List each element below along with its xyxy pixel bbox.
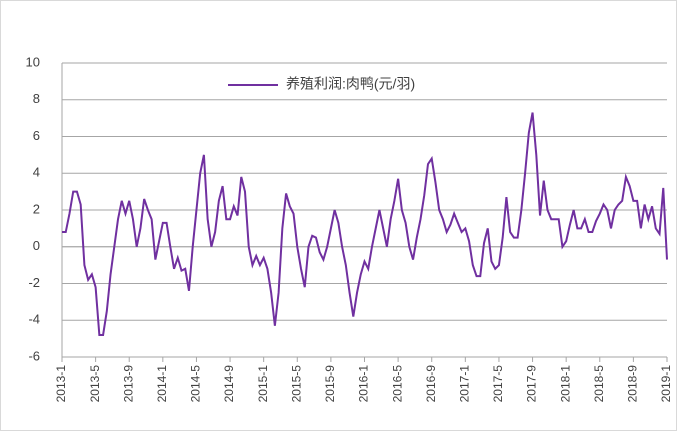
x-tick-label: 2018-5 xyxy=(592,365,606,403)
x-tick-label: 2019-1 xyxy=(659,365,673,403)
x-tick-label: 2014-9 xyxy=(222,365,236,403)
y-tick-label: -6 xyxy=(28,348,40,363)
x-tick-label: 2016-1 xyxy=(357,365,371,403)
y-tick-label: -2 xyxy=(28,275,40,290)
legend-label: 养殖利润:肉鸭(元/羽) xyxy=(286,76,415,92)
y-tick-label: 2 xyxy=(33,201,40,216)
x-tick-label: 2014-1 xyxy=(155,365,169,403)
x-tick-label: 2014-5 xyxy=(189,365,203,403)
x-tick-label: 2015-1 xyxy=(256,365,270,403)
x-tick-label: 2017-1 xyxy=(458,365,472,403)
y-tick-label: -4 xyxy=(28,312,40,327)
y-tick-label: 8 xyxy=(33,91,40,106)
y-tick-label: 4 xyxy=(33,165,40,180)
line-series xyxy=(62,112,668,336)
x-tick-label: 2016-9 xyxy=(424,365,438,403)
x-tick-label: 2013-9 xyxy=(121,365,135,403)
x-tick-label: 2018-1 xyxy=(558,365,572,403)
x-tick-label: 2013-1 xyxy=(54,365,68,403)
x-tick-label: 2015-9 xyxy=(323,365,337,403)
x-tick-label: 2015-5 xyxy=(289,365,303,403)
y-tick-label: 6 xyxy=(33,128,40,143)
y-tick-label: 10 xyxy=(26,54,40,69)
x-tick-label: 2017-5 xyxy=(491,365,505,403)
x-tick-label: 2016-5 xyxy=(390,365,404,403)
y-tick-label: 0 xyxy=(33,238,40,253)
x-tick-label: 2013-5 xyxy=(88,365,102,403)
x-tick-label: 2017-9 xyxy=(525,365,539,403)
x-tick-label: 2018-9 xyxy=(626,365,640,403)
